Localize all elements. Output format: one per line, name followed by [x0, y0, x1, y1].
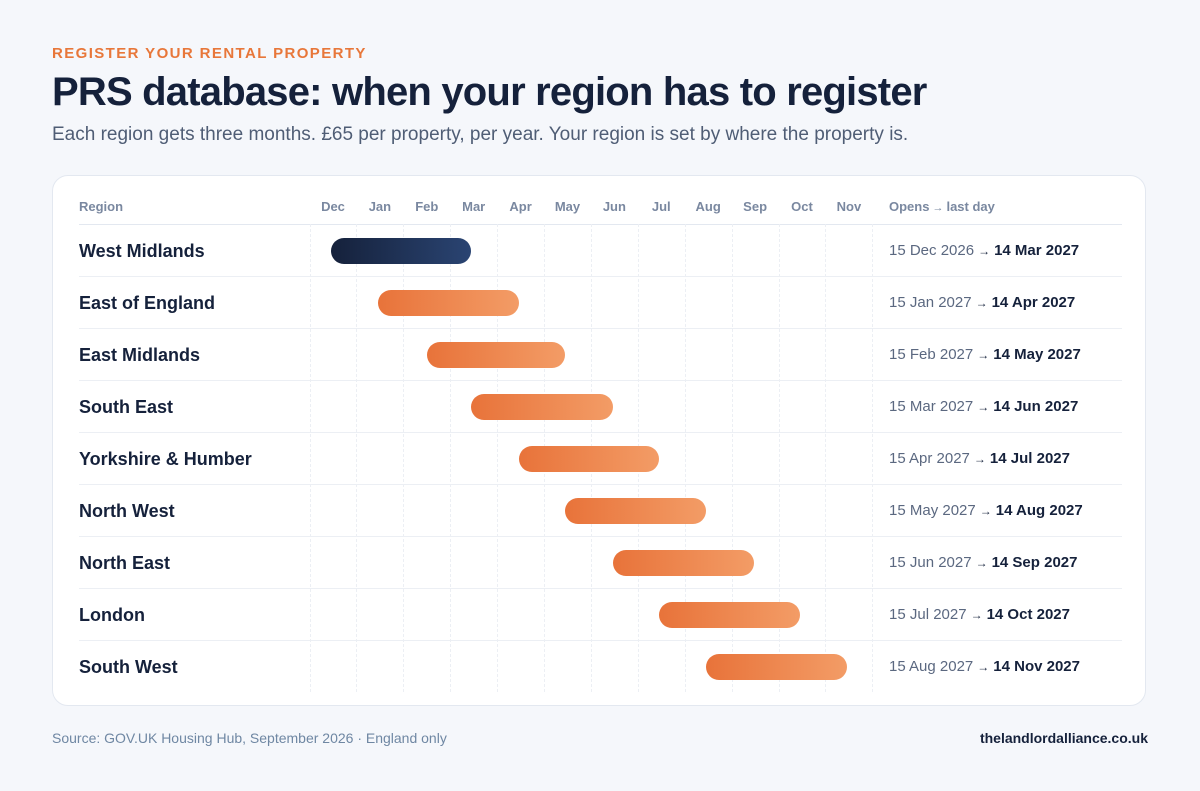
open-date: 15 Feb 2027 — [889, 346, 974, 363]
region-row: Yorkshire & Humber 15 Apr 2027 → 14 Jul 202… — [79, 433, 1122, 485]
region-row: London 15 Jul 2027 → 14 Oct 2027 — [79, 589, 1122, 641]
arrow-icon: → — [973, 452, 986, 466]
window-dates: 15 May 2027 → 14 Aug 2027 — [889, 485, 1083, 537]
arrow-icon: → — [977, 348, 990, 362]
region-name: Yorkshire & Humber — [79, 449, 252, 469]
arrow-icon: → — [978, 244, 991, 258]
arrow-icon: → — [975, 296, 988, 310]
last-day-date: 14 Mar 2027 — [994, 242, 1080, 259]
month-gridline — [872, 224, 874, 692]
region-name: South West — [79, 657, 178, 677]
month-gridline — [497, 224, 499, 692]
page-title: PRS database: when your region has to re… — [52, 70, 927, 114]
window-dates: 15 Jul 2027 → 14 Oct 2027 — [889, 589, 1070, 641]
last-day-date: 14 Apr 2027 — [991, 294, 1076, 311]
registration-window-bar — [377, 290, 520, 316]
registration-window-bar — [659, 602, 800, 628]
region-column-header: Region — [79, 199, 124, 214]
registration-window-bar — [519, 446, 660, 472]
month-gridline — [778, 224, 780, 692]
site-link[interactable]: thelandlordalliance.co.uk — [979, 730, 1148, 746]
region-name: East Midlands — [79, 345, 201, 365]
month-tick-dec: Dec — [321, 199, 345, 214]
region-name: North West — [79, 501, 175, 521]
window-dates: 15 Apr 2027 → 14 Jul 2027 — [889, 433, 1070, 485]
month-gridline — [356, 224, 358, 692]
month-tick-feb: Feb — [415, 199, 439, 214]
timeline-card: Region Opens → last day Dec Jan Feb Mar Apr May… — [52, 175, 1146, 706]
month-gridline — [684, 224, 686, 692]
header-divider — [79, 224, 1122, 225]
page-subtitle: Each region gets three months. £65 per p… — [52, 124, 909, 145]
window-dates: 15 Aug 2027 → 14 Nov 2027 — [889, 641, 1080, 693]
open-date: 15 Mar 2027 — [889, 398, 974, 415]
region-name: East of England — [79, 293, 216, 313]
region-name: West Midlands — [79, 241, 205, 261]
window-dates: 15 Feb 2027 → 14 May 2027 — [889, 329, 1081, 381]
month-tick-jan: Jan — [368, 199, 392, 214]
region-row: North East 15 Jun 2027 → 14 Sep 2027 — [79, 537, 1122, 589]
month-gridline — [403, 224, 405, 692]
region-row: East Midlands 15 Feb 2027 → 14 May 2027 — [79, 329, 1122, 381]
month-tick-jul: Jul — [651, 199, 671, 214]
region-row: South East 15 Mar 2027 → 14 Jun 2027 — [79, 381, 1122, 433]
window-dates: 15 Mar 2027 → 14 Jun 2027 — [889, 381, 1078, 433]
region-row: North West 15 May 2027 → 14 Aug 2027 — [79, 485, 1122, 537]
month-tick-oct: Oct — [791, 199, 813, 214]
window-dates: 15 Jan 2027 → 14 Apr 2027 — [889, 277, 1075, 329]
open-date: 15 Jan 2027 — [889, 294, 972, 311]
open-date: 15 Aug 2027 — [889, 658, 974, 675]
month-tick-jun: Jun — [602, 199, 626, 214]
last-day-date: 14 Nov 2027 — [993, 658, 1080, 675]
region-row: East of England 15 Jan 2027 → 14 Apr 2027 — [79, 277, 1122, 329]
month-gridline — [450, 224, 452, 692]
registration-window-bar — [471, 394, 613, 420]
registration-window-bar — [612, 550, 754, 576]
arrow-icon: → — [975, 556, 988, 570]
region-name: London — [79, 605, 145, 625]
region-row: South West 15 Aug 2027 → 14 Nov 2027 — [79, 641, 1122, 693]
registration-window-bar — [426, 342, 566, 368]
arrow-icon: → — [932, 202, 944, 214]
window-dates: 15 Dec 2026 → 14 Mar 2027 — [889, 225, 1079, 277]
registration-window-bar — [705, 654, 848, 680]
arrow-icon: → — [977, 660, 990, 674]
region-name: North East — [79, 553, 171, 573]
last-day-header: last day — [946, 199, 995, 214]
last-day-date: 14 Oct 2027 — [986, 606, 1070, 623]
dates-column-header: Opens → last day — [889, 199, 995, 214]
registration-window-bar — [565, 498, 706, 524]
arrow-icon: → — [977, 400, 990, 414]
last-day-date: 14 Jun 2027 — [993, 398, 1079, 415]
month-tick-may: May — [554, 199, 581, 214]
region-row: West Midlands 15 Dec 2026 → 14 Mar 2027 — [79, 225, 1122, 277]
month-tick-sep: Sep — [743, 199, 768, 214]
open-date: 15 May 2027 — [889, 502, 976, 519]
region-name: South East — [79, 397, 174, 417]
open-date: 15 Jun 2027 — [889, 554, 972, 571]
month-tick-apr: Apr — [509, 199, 532, 214]
window-dates: 15 Jun 2027 → 14 Sep 2027 — [889, 537, 1077, 589]
registration-window-bar — [330, 238, 472, 264]
open-date: 15 Dec 2026 — [889, 242, 975, 259]
month-gridline — [731, 224, 733, 692]
month-gridline — [825, 224, 827, 692]
last-day-date: 14 Aug 2027 — [995, 502, 1083, 519]
open-date: 15 Apr 2027 — [889, 450, 970, 467]
month-gridline — [309, 224, 311, 692]
last-day-date: 14 Sep 2027 — [991, 554, 1078, 571]
last-day-date: 14 May 2027 — [993, 346, 1081, 363]
eyebrow-label: REGISTER YOUR RENTAL PROPERTY — [52, 45, 367, 62]
month-tick-nov: Nov — [836, 199, 862, 214]
open-date: 15 Jul 2027 — [889, 606, 967, 623]
arrow-icon: → — [970, 608, 983, 622]
source-note: Source: GOV.UK Housing Hub, September 20… — [52, 730, 447, 746]
month-tick-aug: Aug — [695, 199, 721, 214]
arrow-icon: → — [979, 504, 992, 518]
last-day-date: 14 Jul 2027 — [989, 450, 1070, 467]
month-tick-mar: Mar — [462, 199, 486, 214]
opens-header: Opens — [889, 199, 930, 214]
